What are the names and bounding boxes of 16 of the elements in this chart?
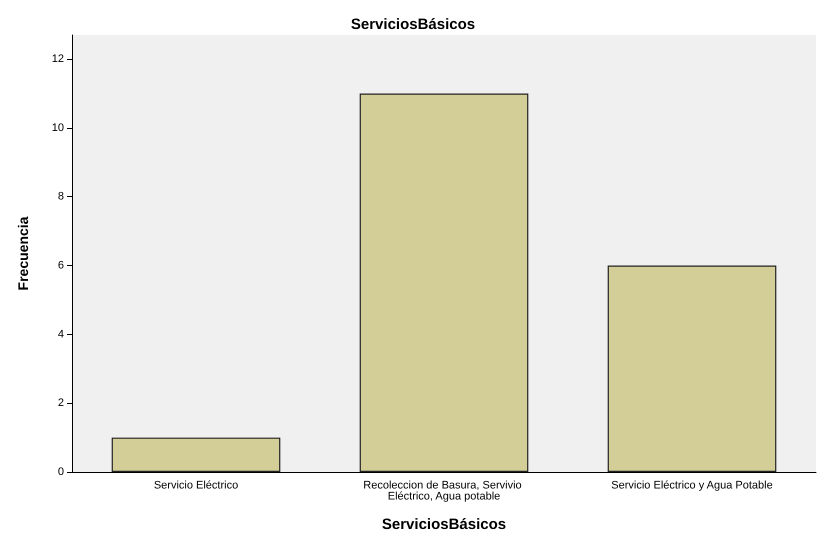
bar — [608, 266, 776, 472]
x-axis-title: ServiciosBásicos — [382, 516, 506, 533]
y-tick-label: 8 — [58, 190, 64, 203]
x-tick-label: Servicio Eléctrico — [154, 480, 238, 492]
y-tick-label: 2 — [58, 397, 64, 410]
y-axis-title: Frecuencia — [15, 216, 31, 290]
y-tick-label: 10 — [52, 122, 64, 134]
y-tick-label: 12 — [52, 53, 64, 66]
y-tick-label: 4 — [58, 328, 64, 340]
x-tick-label: Servicio Eléctrico y Agua Potable — [611, 480, 773, 492]
x-tick-label: Recoleccion de Basura, Servivio Eléctrico, Agua potable — [363, 480, 525, 502]
y-tick-label: 0 — [58, 466, 64, 478]
bar — [112, 438, 280, 472]
y-tick-label: 6 — [58, 260, 64, 272]
chart-title: ServiciosBásicos — [350, 16, 476, 33]
bar — [360, 93, 528, 472]
